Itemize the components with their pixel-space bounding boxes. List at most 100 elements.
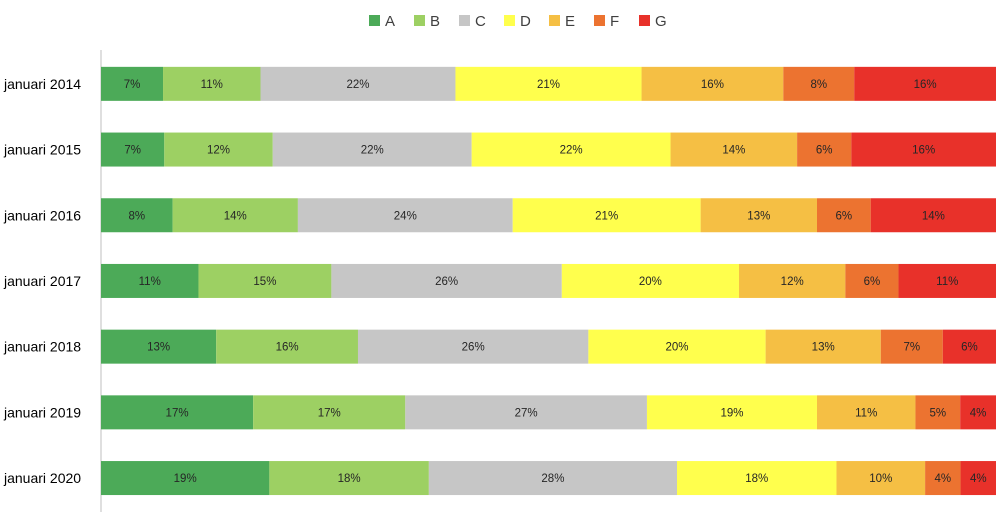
data-label-g: 14% xyxy=(922,210,945,222)
bar-segment-g xyxy=(870,198,996,233)
data-label-e: 16% xyxy=(701,79,724,91)
data-label-f: 6% xyxy=(836,210,853,222)
bar-segment-d xyxy=(588,329,766,364)
data-label-e: 10% xyxy=(869,473,892,485)
data-label-c: 27% xyxy=(515,407,538,419)
data-label-e: 13% xyxy=(812,342,835,354)
category-label: januari 2019 xyxy=(3,404,81,420)
data-label-f: 8% xyxy=(810,79,827,91)
data-label-d: 18% xyxy=(745,473,768,485)
bar-segment-g xyxy=(942,329,996,364)
bar-segment-c xyxy=(405,395,647,430)
data-label-g: 16% xyxy=(914,79,937,91)
bars xyxy=(101,66,996,496)
bar-segment-e xyxy=(670,132,798,167)
bar-segment-e xyxy=(700,198,817,233)
data-label-a: 7% xyxy=(124,145,141,157)
data-label-b: 12% xyxy=(207,145,230,157)
bar-segment-c xyxy=(357,329,589,364)
category-label: januari 2016 xyxy=(3,207,81,223)
legend-swatch-e xyxy=(549,15,560,26)
legend-label-a: A xyxy=(385,13,395,30)
legend-label-d: D xyxy=(520,13,531,30)
bar-segment-e xyxy=(836,461,926,496)
data-label-c: 26% xyxy=(462,342,485,354)
data-label-f: 7% xyxy=(904,342,921,354)
legend-swatch-g xyxy=(639,15,650,26)
bar-segment-g xyxy=(960,395,996,430)
category-label: januari 2017 xyxy=(3,273,81,289)
data-label-a: 13% xyxy=(147,342,170,354)
bar-segment-a xyxy=(101,395,254,430)
data-label-c: 22% xyxy=(361,145,384,157)
legend-label-c: C xyxy=(475,13,486,30)
bar-segment-c xyxy=(260,66,456,101)
data-label-f: 5% xyxy=(930,407,947,419)
data-label-f: 6% xyxy=(816,145,833,157)
bar-segment-f xyxy=(783,66,855,101)
data-label-b: 17% xyxy=(318,407,341,419)
bar-segment-d xyxy=(512,198,701,233)
category-label: januari 2020 xyxy=(3,470,81,486)
data-label-b: 14% xyxy=(224,210,247,222)
bar-segment-b xyxy=(198,263,332,298)
data-label-e: 12% xyxy=(781,276,804,288)
legend-label-g: G xyxy=(655,13,667,30)
bar-segment-b xyxy=(164,132,273,167)
data-label-g: 4% xyxy=(970,473,987,485)
data-labels: 7% 11% 22% 21% 16% 8% 16% 7% 12% 22% 22% 14% 6% 16% 8%… xyxy=(124,79,987,485)
bar-segment-b xyxy=(253,395,406,430)
data-label-e: 11% xyxy=(855,407,877,419)
bar-segment-d xyxy=(676,461,837,496)
legend-swatch-d xyxy=(504,15,515,26)
data-label-g: 16% xyxy=(912,145,935,157)
bar-segment-g xyxy=(854,66,996,101)
bar-segment-e xyxy=(817,395,916,430)
bar-segment-d xyxy=(646,395,817,430)
bar-segment-b xyxy=(216,329,358,364)
data-label-b: 11% xyxy=(201,79,223,91)
bar-segment-f xyxy=(880,329,943,364)
bar-segment-b xyxy=(172,198,298,233)
bar-segment-b xyxy=(163,66,261,101)
bar-segment-e xyxy=(739,263,846,298)
data-label-b: 16% xyxy=(276,342,299,354)
data-label-f: 6% xyxy=(864,276,881,288)
data-label-a: 11% xyxy=(139,276,161,288)
data-label-b: 18% xyxy=(338,473,361,485)
legend-swatch-f xyxy=(594,15,605,26)
bar-segment-f xyxy=(915,395,961,430)
legend-swatch-b xyxy=(414,15,425,26)
data-label-d: 21% xyxy=(537,79,560,91)
bar-segment-f xyxy=(817,198,871,233)
legend-label-b: B xyxy=(430,13,440,30)
bar-segment-a xyxy=(101,461,270,496)
data-label-g: 4% xyxy=(970,407,987,419)
bar-segment-e xyxy=(765,329,881,364)
data-label-a: 8% xyxy=(128,210,145,222)
legend-swatch-a xyxy=(369,15,380,26)
bar-segment-d xyxy=(455,66,642,101)
legend-label-e: E xyxy=(565,13,575,30)
bar-segment-f xyxy=(845,263,899,298)
data-label-a: 19% xyxy=(174,473,197,485)
bar-segment-c xyxy=(297,198,513,233)
bar-segment-a xyxy=(101,329,217,364)
legend-swatch-c xyxy=(459,15,470,26)
bar-segment-a xyxy=(101,263,199,298)
legend: A B C D E F G xyxy=(369,13,667,30)
data-label-d: 20% xyxy=(639,276,662,288)
category-labels: januari 2014 januari 2015 januari 2016 janu… xyxy=(3,76,81,486)
bar-segment-c xyxy=(272,132,472,167)
legend-label-f: F xyxy=(610,13,619,30)
bar-segment-a xyxy=(101,198,173,233)
data-label-d: 20% xyxy=(665,342,688,354)
data-label-g: 11% xyxy=(936,276,958,288)
data-label-g: 6% xyxy=(961,342,978,354)
data-label-e: 13% xyxy=(747,210,770,222)
bar-segment-g xyxy=(960,461,996,496)
bar-segment-b xyxy=(269,461,429,496)
bar-segment-g xyxy=(898,263,996,298)
bar-segment-f xyxy=(797,132,852,167)
